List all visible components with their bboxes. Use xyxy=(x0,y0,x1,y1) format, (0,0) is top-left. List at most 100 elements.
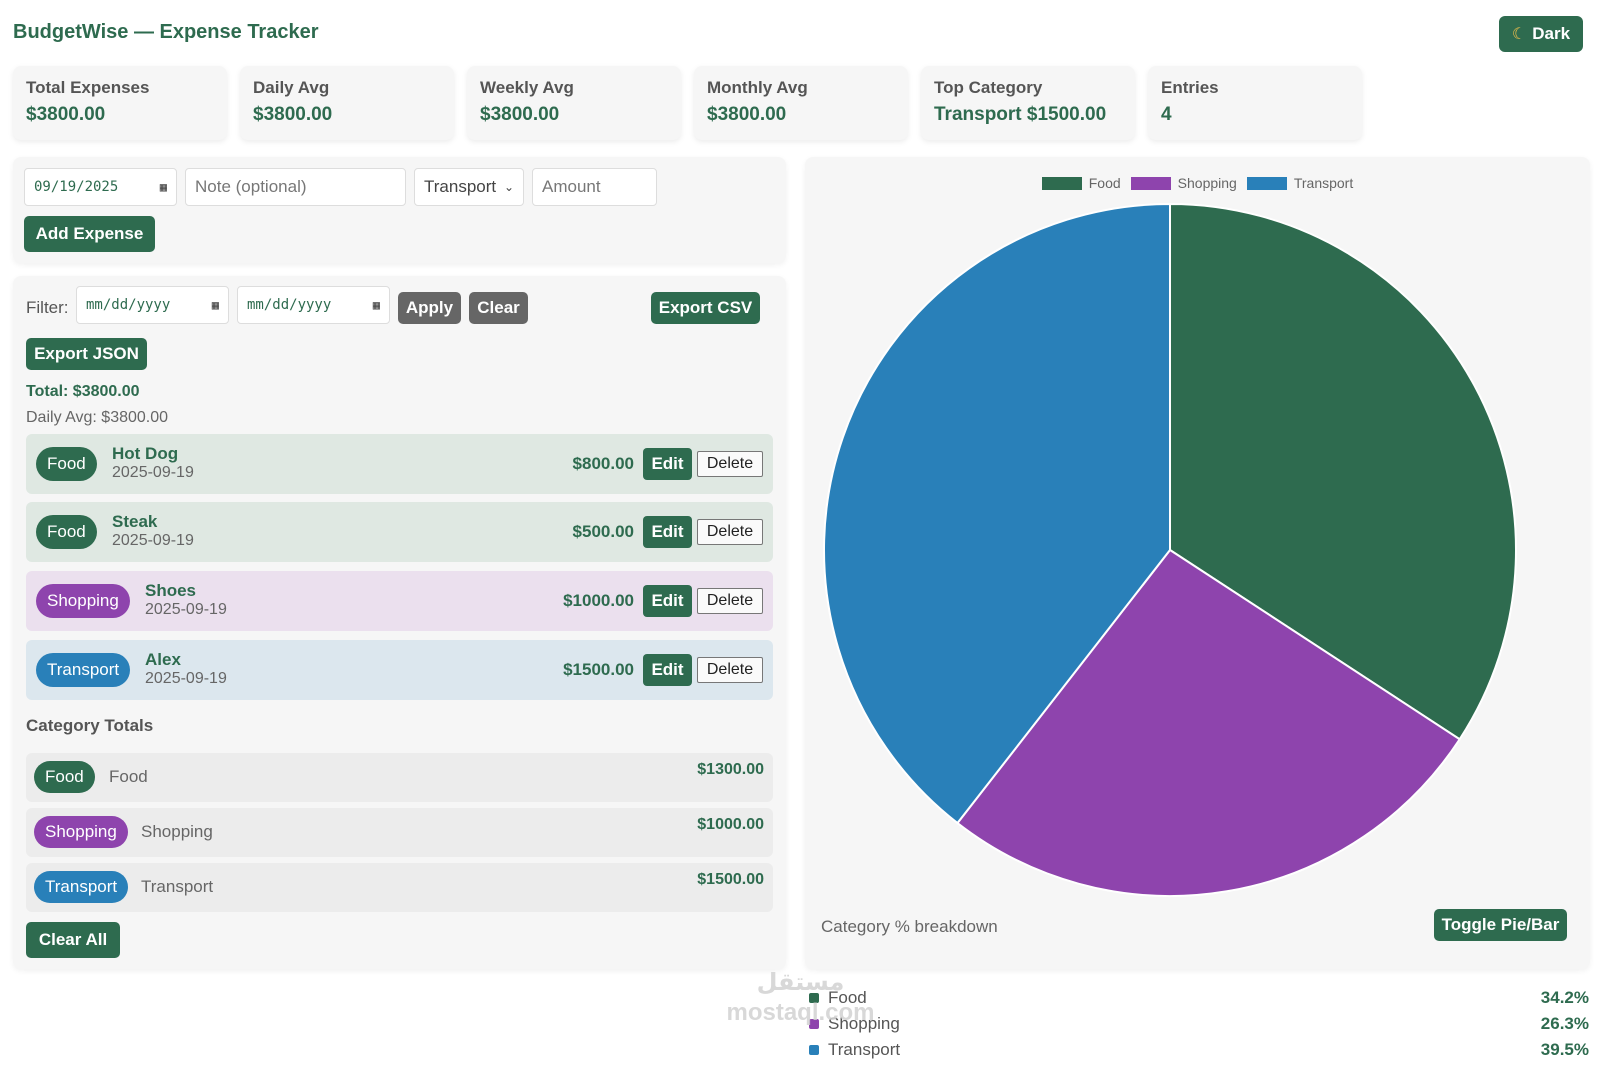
delete-button[interactable]: Delete xyxy=(697,451,763,477)
pie-slice-transport[interactable] xyxy=(823,202,1171,825)
category-badge: Food xyxy=(34,761,95,793)
pie-slice-shopping[interactable] xyxy=(956,548,1462,897)
percentage-value: 39.5% xyxy=(1540,1040,1589,1059)
clear-filter-button[interactable]: Clear xyxy=(469,292,528,324)
percentage-label: Food xyxy=(828,988,867,1007)
expense-date-value: 09/19/2025 xyxy=(34,179,119,195)
clear-all-button[interactable]: Clear All xyxy=(26,922,120,958)
category-select[interactable]: Transport ⌄ xyxy=(414,168,524,206)
stat-value: $3800.00 xyxy=(707,104,787,125)
apply-filter-button[interactable]: Apply xyxy=(398,292,461,324)
delete-button[interactable]: Delete xyxy=(697,588,763,614)
category-name: Food xyxy=(109,767,148,786)
edit-button[interactable]: Edit xyxy=(643,654,692,686)
legend-item-food[interactable]: Food xyxy=(1041,175,1121,191)
watermark-arabic: مستقل xyxy=(756,969,845,996)
percentage-value: 26.3% xyxy=(1540,1014,1589,1033)
add-expense-form: 09/19/2025 ▦ Note (optional) Transport ⌄… xyxy=(13,157,786,263)
category-totals-heading: Category Totals xyxy=(26,716,154,735)
watermark-latin: mostaql.com xyxy=(726,999,875,1026)
export-csv-button[interactable]: Export CSV xyxy=(651,292,760,324)
legend-swatch xyxy=(1246,176,1287,190)
legend-item-shopping[interactable]: Shopping xyxy=(1130,175,1237,191)
percentage-row: Transport 39.5% xyxy=(809,1040,1589,1066)
add-expense-button[interactable]: Add Expense xyxy=(24,216,155,252)
pie-chart[interactable] xyxy=(805,197,1590,937)
toggle-chart-button[interactable]: Toggle Pie/Bar xyxy=(1434,909,1567,941)
expense-name: Alex xyxy=(145,650,181,669)
expense-amount: $500.00 xyxy=(572,522,634,541)
stat-label: Daily Avg xyxy=(253,78,330,97)
chart-legend: Food Shopping Transport xyxy=(805,175,1590,191)
amount-input[interactable]: Amount xyxy=(532,168,657,206)
category-amount: $1500.00 xyxy=(697,871,764,888)
calendar-icon[interactable]: ▦ xyxy=(211,298,219,312)
filtered-daily-avg: Daily Avg: $3800.00 xyxy=(26,409,169,426)
note-input[interactable]: Note (optional) xyxy=(185,168,406,206)
category-badge: Shopping xyxy=(34,816,128,848)
stat-label: Entries xyxy=(1161,78,1219,97)
percentage-label: Shopping xyxy=(828,1014,900,1033)
stat-total-expenses: Total Expenses $3800.00 xyxy=(13,66,227,140)
percentage-row: Food 34.2% xyxy=(809,988,1589,1014)
legend-label: Shopping xyxy=(1177,175,1237,191)
expense-amount: $1500.00 xyxy=(563,660,634,679)
expense-row: Shopping Shoes 2025-09-19 $1000.00 Edit … xyxy=(26,571,773,631)
filter-to-date-input[interactable]: mm/dd/yyyy ▦ xyxy=(237,286,390,324)
export-json-button[interactable]: Export JSON xyxy=(26,338,147,370)
expense-name: Shoes xyxy=(145,581,197,600)
transport-dot-icon xyxy=(809,1045,819,1055)
shopping-dot-icon xyxy=(809,1019,819,1029)
category-badge: Transport xyxy=(34,871,129,903)
category-badge: Food xyxy=(36,447,97,481)
delete-button[interactable]: Delete xyxy=(697,519,763,545)
theme-toggle-button[interactable]: ☾ Dark xyxy=(1499,16,1583,52)
edit-button[interactable]: Edit xyxy=(643,448,692,480)
stat-top-category: Top Category Transport $1500.00 xyxy=(921,66,1135,140)
chart-caption: Category % breakdown xyxy=(821,917,998,936)
watermark-logo: مستقل mostaql.com xyxy=(703,968,898,1028)
category-name: Transport xyxy=(141,877,214,896)
legend-swatch xyxy=(1041,176,1082,190)
calendar-icon[interactable]: ▦ xyxy=(159,180,167,194)
expense-name: Steak xyxy=(112,512,158,531)
expense-date-input[interactable]: 09/19/2025 ▦ xyxy=(24,168,177,206)
calendar-icon[interactable]: ▦ xyxy=(372,298,380,312)
filter-from-date-input[interactable]: mm/dd/yyyy ▦ xyxy=(76,286,229,324)
category-total-row: Food Food $1300.00 xyxy=(26,753,773,802)
stat-value: Transport $1500.00 xyxy=(934,104,1107,125)
category-badge: Transport xyxy=(36,653,131,687)
stat-monthly-avg: Monthly Avg $3800.00 xyxy=(694,66,908,140)
legend-label: Transport xyxy=(1293,175,1354,191)
delete-button[interactable]: Delete xyxy=(697,657,763,683)
expense-date: 2025-09-19 xyxy=(112,464,194,481)
moon-icon: ☾ xyxy=(1511,26,1527,43)
filter-label: Filter: xyxy=(26,298,69,317)
percentage-label: Transport xyxy=(828,1040,901,1059)
edit-button[interactable]: Edit xyxy=(643,585,692,617)
stat-value: $3800.00 xyxy=(480,104,560,125)
expense-date: 2025-09-19 xyxy=(145,601,227,618)
category-badge: Food xyxy=(36,515,97,549)
legend-item-transport[interactable]: Transport xyxy=(1246,175,1354,191)
filter-to-placeholder: mm/dd/yyyy xyxy=(247,297,332,313)
filter-from-placeholder: mm/dd/yyyy xyxy=(86,297,171,313)
stat-weekly-avg: Weekly Avg $3800.00 xyxy=(467,66,681,140)
category-total-row: Transport Transport $1500.00 xyxy=(26,863,773,912)
expense-list-panel: Filter: mm/dd/yyyy ▦ mm/dd/yyyy ▦ Apply … xyxy=(13,276,786,969)
legend-swatch xyxy=(1130,176,1171,190)
category-name: Shopping xyxy=(141,822,213,841)
category-select-value: Transport xyxy=(424,177,497,196)
expense-amount: $800.00 xyxy=(572,454,634,473)
expense-row: Food Hot Dog 2025-09-19 $800.00 Edit Del… xyxy=(26,434,773,494)
stat-label: Monthly Avg xyxy=(707,78,808,97)
edit-button[interactable]: Edit xyxy=(643,516,692,548)
expense-date: 2025-09-19 xyxy=(112,532,194,549)
food-dot-icon xyxy=(809,993,819,1003)
chevron-down-icon: ⌄ xyxy=(503,180,514,194)
expense-row: Food Steak 2025-09-19 $500.00 Edit Delet… xyxy=(26,502,773,562)
stat-label: Weekly Avg xyxy=(480,78,574,97)
amount-placeholder: Amount xyxy=(542,177,601,196)
note-placeholder: Note (optional) xyxy=(195,177,307,196)
legend-label: Food xyxy=(1088,175,1121,191)
